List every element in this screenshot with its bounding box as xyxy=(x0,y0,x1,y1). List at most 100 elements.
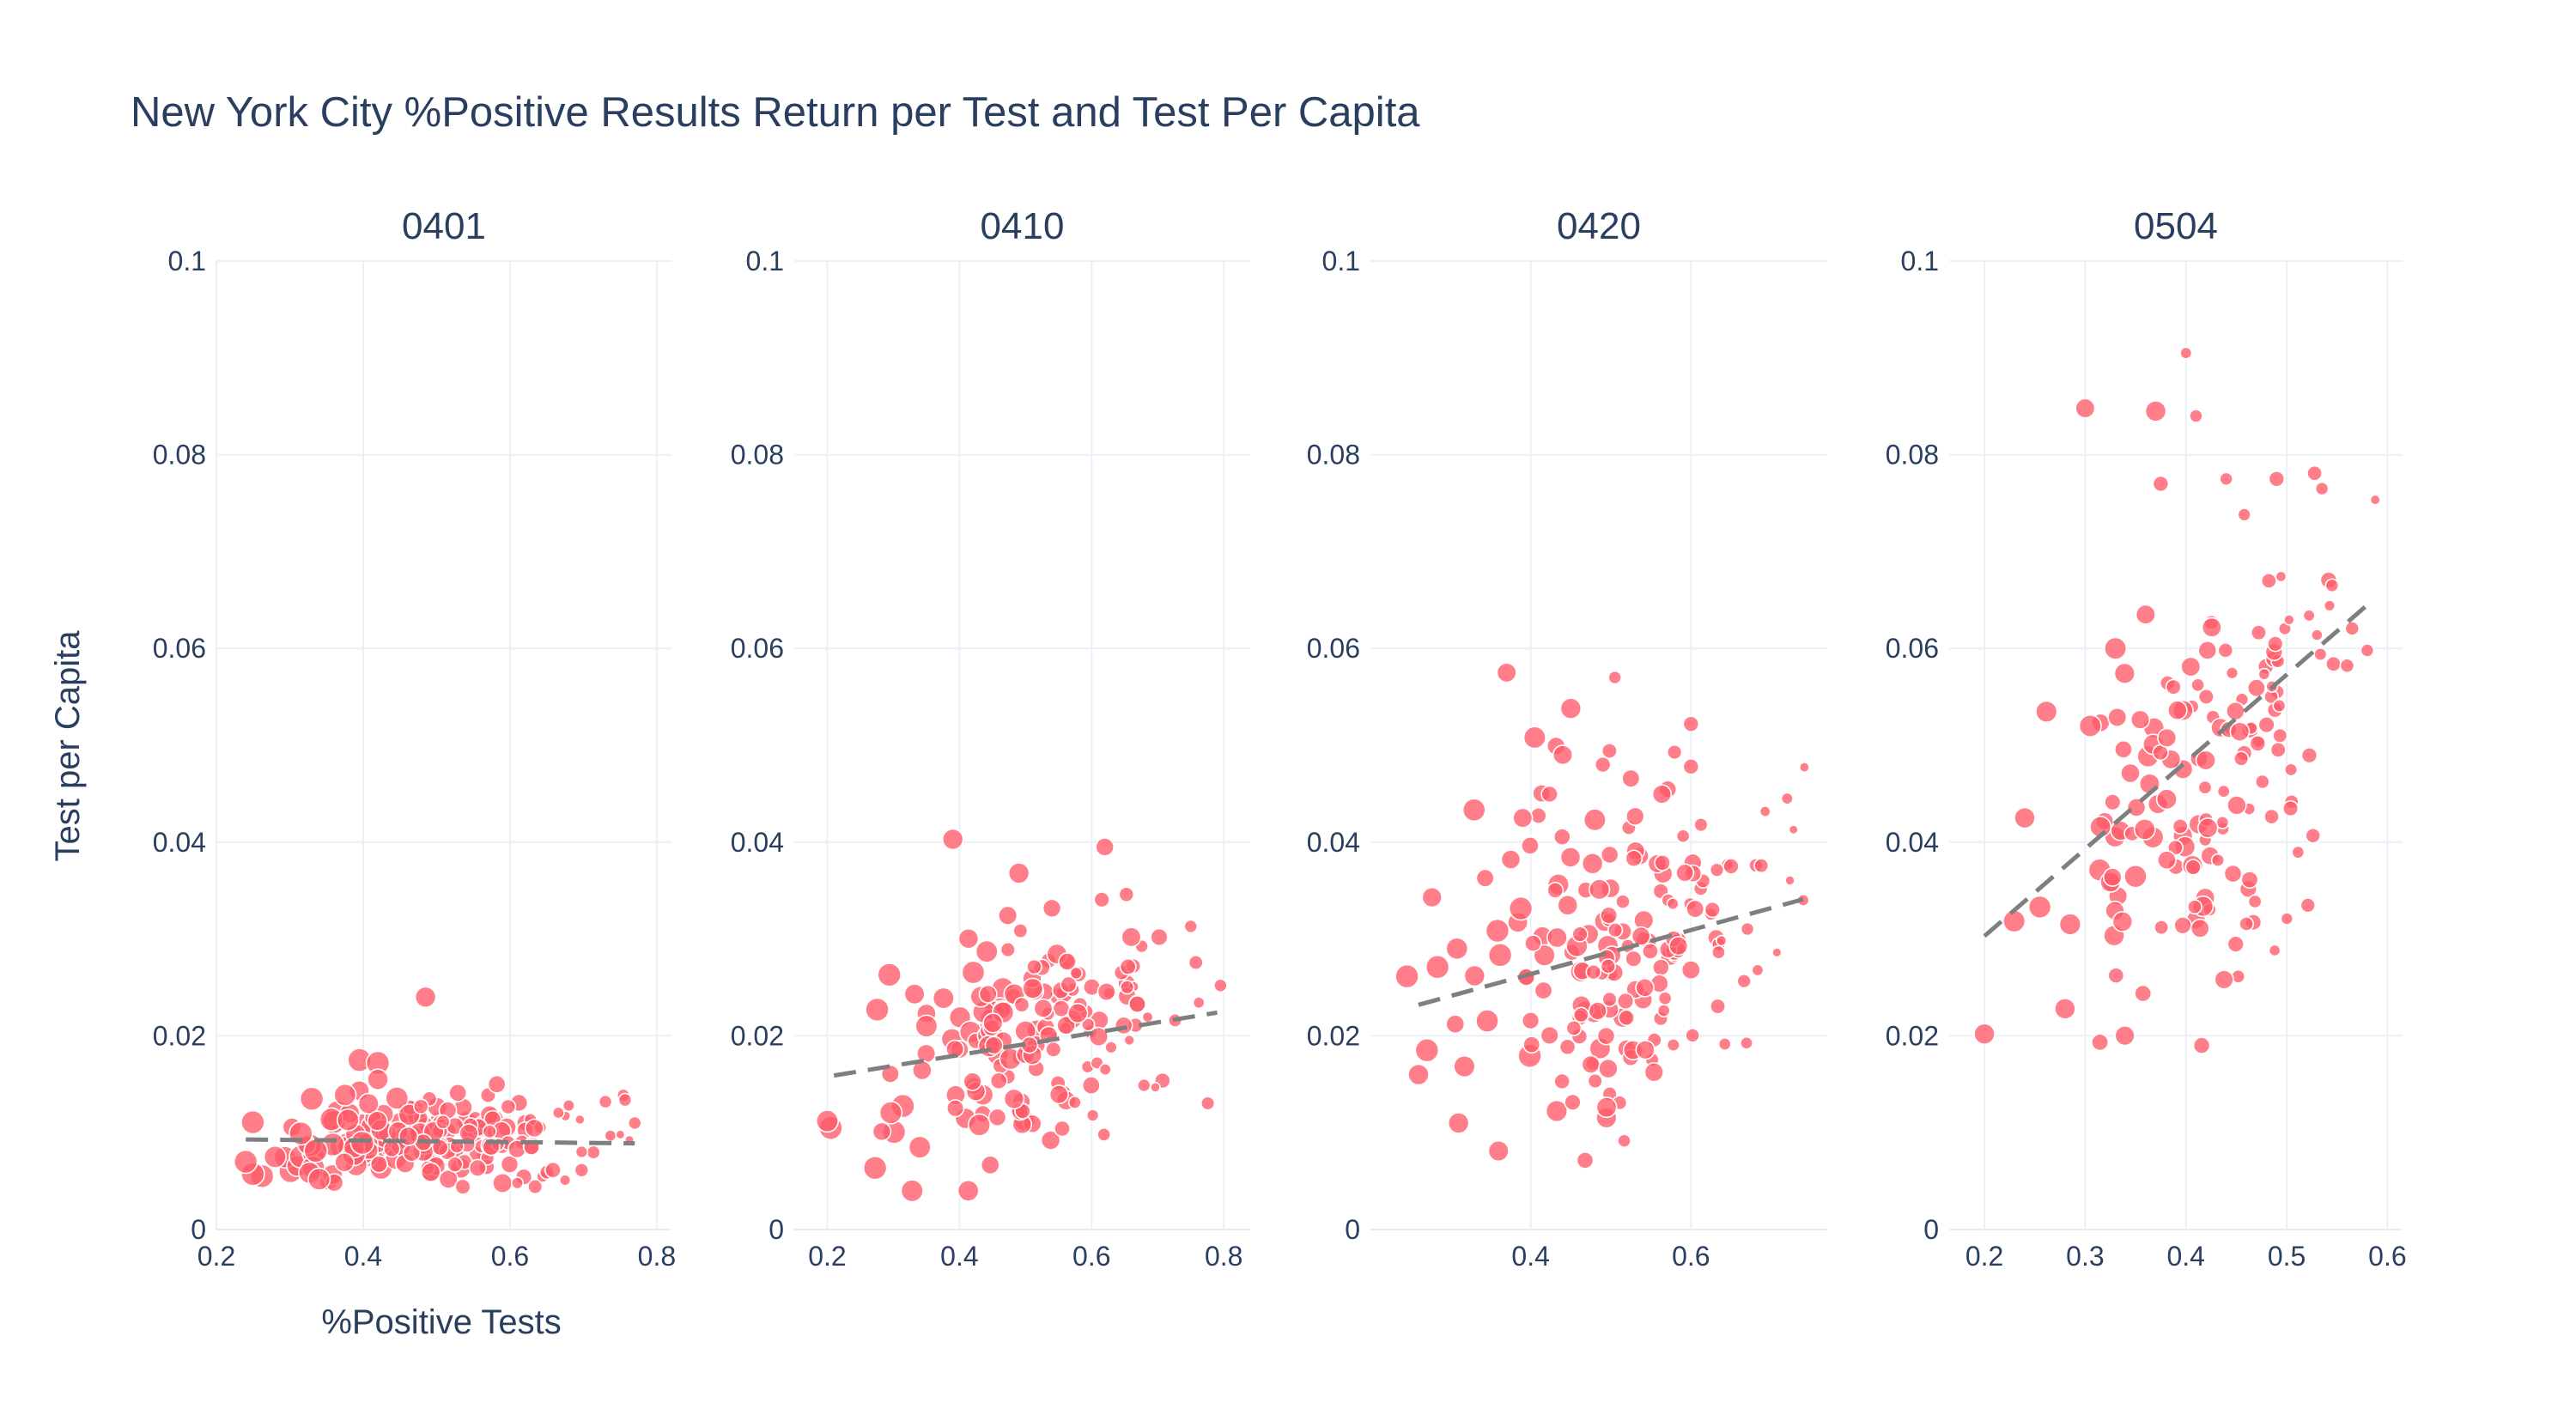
data-point xyxy=(2189,409,2203,423)
data-point xyxy=(1192,996,1206,1010)
data-point xyxy=(1553,1072,1571,1090)
data-point xyxy=(2260,573,2277,589)
data-point xyxy=(1618,1009,1635,1027)
data-point xyxy=(872,1121,892,1142)
data-point xyxy=(865,997,890,1023)
data-point xyxy=(2306,465,2323,482)
data-point xyxy=(1675,863,1695,883)
data-point xyxy=(2257,667,2271,681)
data-point xyxy=(2144,400,2167,422)
data-point xyxy=(1067,1096,1082,1109)
data-point xyxy=(1585,963,1602,981)
data-point xyxy=(438,1169,459,1189)
data-point xyxy=(1118,886,1135,903)
data-point xyxy=(1552,744,1574,766)
data-point xyxy=(2157,727,2178,748)
data-point xyxy=(1615,894,1631,910)
data-point xyxy=(2133,818,2156,841)
data-point xyxy=(2114,1025,2136,1047)
x-tick-label: 0.6 xyxy=(2368,1241,2406,1272)
data-point xyxy=(1595,1096,1618,1119)
data-point xyxy=(367,1110,388,1132)
data-point xyxy=(932,987,955,1010)
y-tick-label: 0.06 xyxy=(731,633,784,664)
data-point xyxy=(1529,807,1547,824)
x-tick-label: 0.5 xyxy=(2268,1241,2306,1272)
x-axis-title: %Positive Tests xyxy=(321,1303,561,1341)
data-point xyxy=(1500,849,1522,870)
data-point xyxy=(435,1114,451,1130)
subplot-0410: 0410 0 0.02 0.04 0.06 0.08 0.1 0.2 0.4 0.6 0.8 xyxy=(731,205,1250,1272)
data-point xyxy=(2249,735,2267,752)
data-point xyxy=(1534,981,1553,1000)
data-point xyxy=(1407,1063,1430,1086)
data-point xyxy=(2369,494,2381,506)
data-point xyxy=(1048,1084,1069,1105)
data-point xyxy=(1736,973,1752,989)
data-point xyxy=(303,1139,328,1163)
data-point xyxy=(1625,849,1643,868)
data-point xyxy=(1656,1004,1671,1018)
data-point xyxy=(1081,1017,1096,1032)
data-point xyxy=(1666,1038,1680,1053)
data-point xyxy=(1571,926,1589,943)
x-tick-label: 0.2 xyxy=(1965,1241,2003,1272)
data-point xyxy=(1642,942,1659,960)
data-point xyxy=(1716,934,1728,947)
data-point xyxy=(1487,943,1513,968)
data-point xyxy=(2102,867,2123,887)
data-point xyxy=(1704,901,1721,919)
data-point xyxy=(1425,954,1450,980)
data-point xyxy=(903,983,926,1005)
data-point xyxy=(2223,864,2243,884)
data-point xyxy=(2254,774,2270,790)
data-point xyxy=(1081,1076,1101,1096)
data-point xyxy=(1552,828,1571,847)
data-point xyxy=(1414,1037,1440,1063)
data-point xyxy=(1607,922,1624,938)
trend-line xyxy=(1983,604,2367,938)
data-point xyxy=(1631,926,1651,946)
data-point xyxy=(1522,1035,1541,1054)
data-point xyxy=(333,1083,357,1107)
data-point xyxy=(2172,818,2189,835)
data-point xyxy=(500,1155,519,1174)
data-point xyxy=(975,939,999,963)
data-point xyxy=(2280,912,2294,926)
y-tick-label: 0.04 xyxy=(153,827,206,858)
data-point xyxy=(1097,981,1116,1002)
data-point xyxy=(1558,1038,1577,1056)
data-point xyxy=(2281,799,2300,817)
data-point xyxy=(957,927,980,950)
data-point xyxy=(2291,845,2306,859)
data-point xyxy=(1675,829,1691,844)
data-point xyxy=(544,1161,562,1179)
data-point xyxy=(1003,1088,1025,1110)
data-point xyxy=(1666,897,1680,911)
data-point xyxy=(980,1155,1000,1175)
chart-title: New York City %Positive Results Return p… xyxy=(131,89,1420,136)
data-point xyxy=(1625,950,1643,968)
data-point xyxy=(1594,756,1612,774)
data-point xyxy=(2192,1036,2211,1054)
y-tick-label: 0.06 xyxy=(1307,633,1360,664)
data-point xyxy=(1150,1082,1161,1093)
y-tick-label: 0 xyxy=(769,1214,784,1245)
subplot-title: 0420 xyxy=(1557,205,1641,247)
data-point xyxy=(2054,998,2076,1020)
data-point xyxy=(1635,978,1655,998)
data-point xyxy=(1022,977,1044,999)
data-point xyxy=(2134,984,2153,1003)
data-point xyxy=(558,1174,572,1187)
data-point xyxy=(500,1098,517,1115)
data-point xyxy=(2311,629,2324,641)
data-point xyxy=(2210,853,2226,867)
data-point xyxy=(2002,909,2026,933)
data-point xyxy=(2123,864,2148,889)
data-point xyxy=(233,1149,258,1175)
data-point xyxy=(941,828,964,851)
data-point xyxy=(1188,955,1204,970)
data-point xyxy=(1200,1096,1216,1111)
data-point xyxy=(2314,481,2330,496)
data-point xyxy=(240,1109,265,1135)
